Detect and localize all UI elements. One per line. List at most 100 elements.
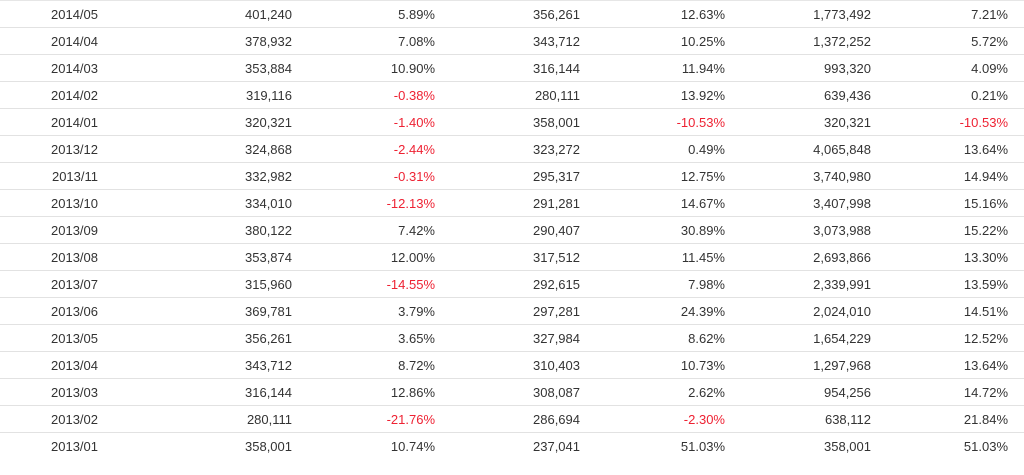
value-b-cell: 290,407 xyxy=(533,223,580,238)
cumulative-change-cell: 7.21% xyxy=(971,7,1008,22)
table-row: 2013/05 356,261 3.65% 327,984 8.62% 1,654,229… xyxy=(0,325,1024,352)
value-b-cell: 316,144 xyxy=(533,61,580,76)
change-b-cell: 8.62% xyxy=(688,331,725,346)
month-cell: 2013/10 xyxy=(51,196,98,211)
value-b-cell: 286,694 xyxy=(533,412,580,427)
change-b-cell: 12.75% xyxy=(680,169,725,184)
month-cell: 2013/02 xyxy=(51,412,98,427)
cumulative-cell: 2,024,010 xyxy=(813,304,871,319)
cumulative-change-cell: 51.03% xyxy=(963,439,1008,454)
cumulative-change-cell: 5.72% xyxy=(971,34,1008,49)
table-row: 2014/03 353,884 10.90% 316,144 11.94% 993,320… xyxy=(0,55,1024,82)
value-b-cell: 291,281 xyxy=(533,196,580,211)
table-row: 2013/07 315,960 -14.55% 292,615 7.98% 2,339,9… xyxy=(0,271,1024,298)
value-a-cell: 320,321 xyxy=(245,115,292,130)
table-row: 2014/02 319,116 -0.38% 280,111 13.92% 639,436… xyxy=(0,82,1024,109)
month-cell: 2014/04 xyxy=(51,34,98,49)
table-row: 2013/09 380,122 7.42% 290,407 30.89% 3,073,98… xyxy=(0,217,1024,244)
cumulative-cell: 4,065,848 xyxy=(813,142,871,157)
change-b-cell: 7.98% xyxy=(688,277,725,292)
cumulative-cell: 3,073,988 xyxy=(813,223,871,238)
change-b-cell: 24.39% xyxy=(680,304,725,319)
cumulative-cell: 2,339,991 xyxy=(813,277,871,292)
month-cell: 2014/02 xyxy=(51,88,98,103)
change-b-cell: 10.73% xyxy=(680,358,725,373)
cumulative-change-cell: 13.64% xyxy=(963,142,1008,157)
change-a-cell: -1.40% xyxy=(393,115,435,130)
month-cell: 2014/05 xyxy=(51,7,98,22)
value-a-cell: 332,982 xyxy=(245,169,292,184)
month-cell: 2014/01 xyxy=(51,115,98,130)
change-b-cell: -2.30% xyxy=(683,412,725,427)
value-a-cell: 280,111 xyxy=(246,412,292,427)
cumulative-change-cell: 13.30% xyxy=(963,250,1008,265)
value-b-cell: 358,001 xyxy=(533,115,580,130)
value-a-cell: 380,122 xyxy=(245,223,292,238)
table-row: 2013/04 343,712 8.72% 310,403 10.73% 1,297,96… xyxy=(0,352,1024,379)
cumulative-change-cell: 0.21% xyxy=(971,88,1008,103)
cumulative-change-cell: -10.53% xyxy=(959,115,1008,130)
cumulative-change-cell: 14.72% xyxy=(963,385,1008,400)
cumulative-cell: 3,407,998 xyxy=(813,196,871,211)
value-a-cell: 358,001 xyxy=(245,439,292,454)
month-cell: 2013/11 xyxy=(51,169,98,184)
value-a-cell: 356,261 xyxy=(245,331,292,346)
value-b-cell: 317,512 xyxy=(533,250,580,265)
change-a-cell: 3.65% xyxy=(398,331,435,346)
cumulative-cell: 3,740,980 xyxy=(813,169,871,184)
cumulative-cell: 358,001 xyxy=(824,439,871,454)
cumulative-cell: 1,372,252 xyxy=(813,34,871,49)
cumulative-cell: 1,297,968 xyxy=(813,358,871,373)
value-b-cell: 280,111 xyxy=(534,88,580,103)
cumulative-change-cell: 4.09% xyxy=(971,61,1008,76)
value-b-cell: 292,615 xyxy=(533,277,580,292)
change-b-cell: 13.92% xyxy=(680,88,725,103)
value-b-cell: 237,041 xyxy=(533,439,580,454)
table-row: 2013/03 316,144 12.86% 308,087 2.62% 954,256 1… xyxy=(0,379,1024,406)
table-row: 2014/04 378,932 7.08% 343,712 10.25% 1,372,25… xyxy=(0,28,1024,55)
change-b-cell: 10.25% xyxy=(680,34,725,49)
table-row: 2013/02 280,111 -21.76% 286,694 -2.30% 638,11… xyxy=(0,406,1024,433)
change-a-cell: 8.72% xyxy=(398,358,435,373)
cumulative-change-cell: 13.64% xyxy=(963,358,1008,373)
month-cell: 2013/12 xyxy=(51,142,98,157)
change-a-cell: -0.38% xyxy=(393,88,435,103)
change-a-cell: 3.79% xyxy=(398,304,435,319)
value-a-cell: 324,868 xyxy=(245,142,292,157)
value-b-cell: 310,403 xyxy=(533,358,580,373)
value-b-cell: 356,261 xyxy=(533,7,580,22)
value-b-cell: 323,272 xyxy=(533,142,580,157)
change-a-cell: 7.42% xyxy=(398,223,435,238)
cumulative-cell: 954,256 xyxy=(824,385,871,400)
change-a-cell: -2.44% xyxy=(393,142,435,157)
change-a-cell: -21.76% xyxy=(386,412,435,427)
cumulative-cell: 638,112 xyxy=(824,412,871,427)
cumulative-change-cell: 13.59% xyxy=(963,277,1008,292)
cumulative-cell: 639,436 xyxy=(824,88,871,103)
change-a-cell: 12.86% xyxy=(390,385,435,400)
value-b-cell: 308,087 xyxy=(533,385,580,400)
table-row: 2013/10 334,010 -12.13% 291,281 14.67% 3,407,… xyxy=(0,190,1024,217)
value-a-cell: 316,144 xyxy=(245,385,292,400)
data-table: 2014/05 401,240 5.89% 356,261 12.63% 1,773,49… xyxy=(0,0,1024,454)
cumulative-cell: 1,654,229 xyxy=(813,331,871,346)
month-cell: 2013/03 xyxy=(51,385,98,400)
change-b-cell: 11.45% xyxy=(681,250,725,265)
month-cell: 2013/09 xyxy=(51,223,98,238)
change-a-cell: 12.00% xyxy=(390,250,435,265)
cumulative-change-cell: 21.84% xyxy=(963,412,1008,427)
cumulative-cell: 1,773,492 xyxy=(813,7,871,22)
value-a-cell: 343,712 xyxy=(245,358,292,373)
table-row: 2014/01 320,321 -1.40% 358,001 -10.53% 320,32… xyxy=(0,109,1024,136)
change-b-cell: 14.67% xyxy=(680,196,725,211)
month-cell: 2013/07 xyxy=(51,277,98,292)
cumulative-change-cell: 12.52% xyxy=(963,331,1008,346)
cumulative-change-cell: 14.94% xyxy=(963,169,1008,184)
month-cell: 2013/04 xyxy=(51,358,98,373)
change-a-cell: 10.74% xyxy=(390,439,435,454)
month-cell: 2014/03 xyxy=(51,61,98,76)
cumulative-cell: 320,321 xyxy=(824,115,871,130)
change-a-cell: 5.89% xyxy=(398,7,435,22)
month-cell: 2013/05 xyxy=(51,331,98,346)
change-b-cell: 12.63% xyxy=(680,7,725,22)
